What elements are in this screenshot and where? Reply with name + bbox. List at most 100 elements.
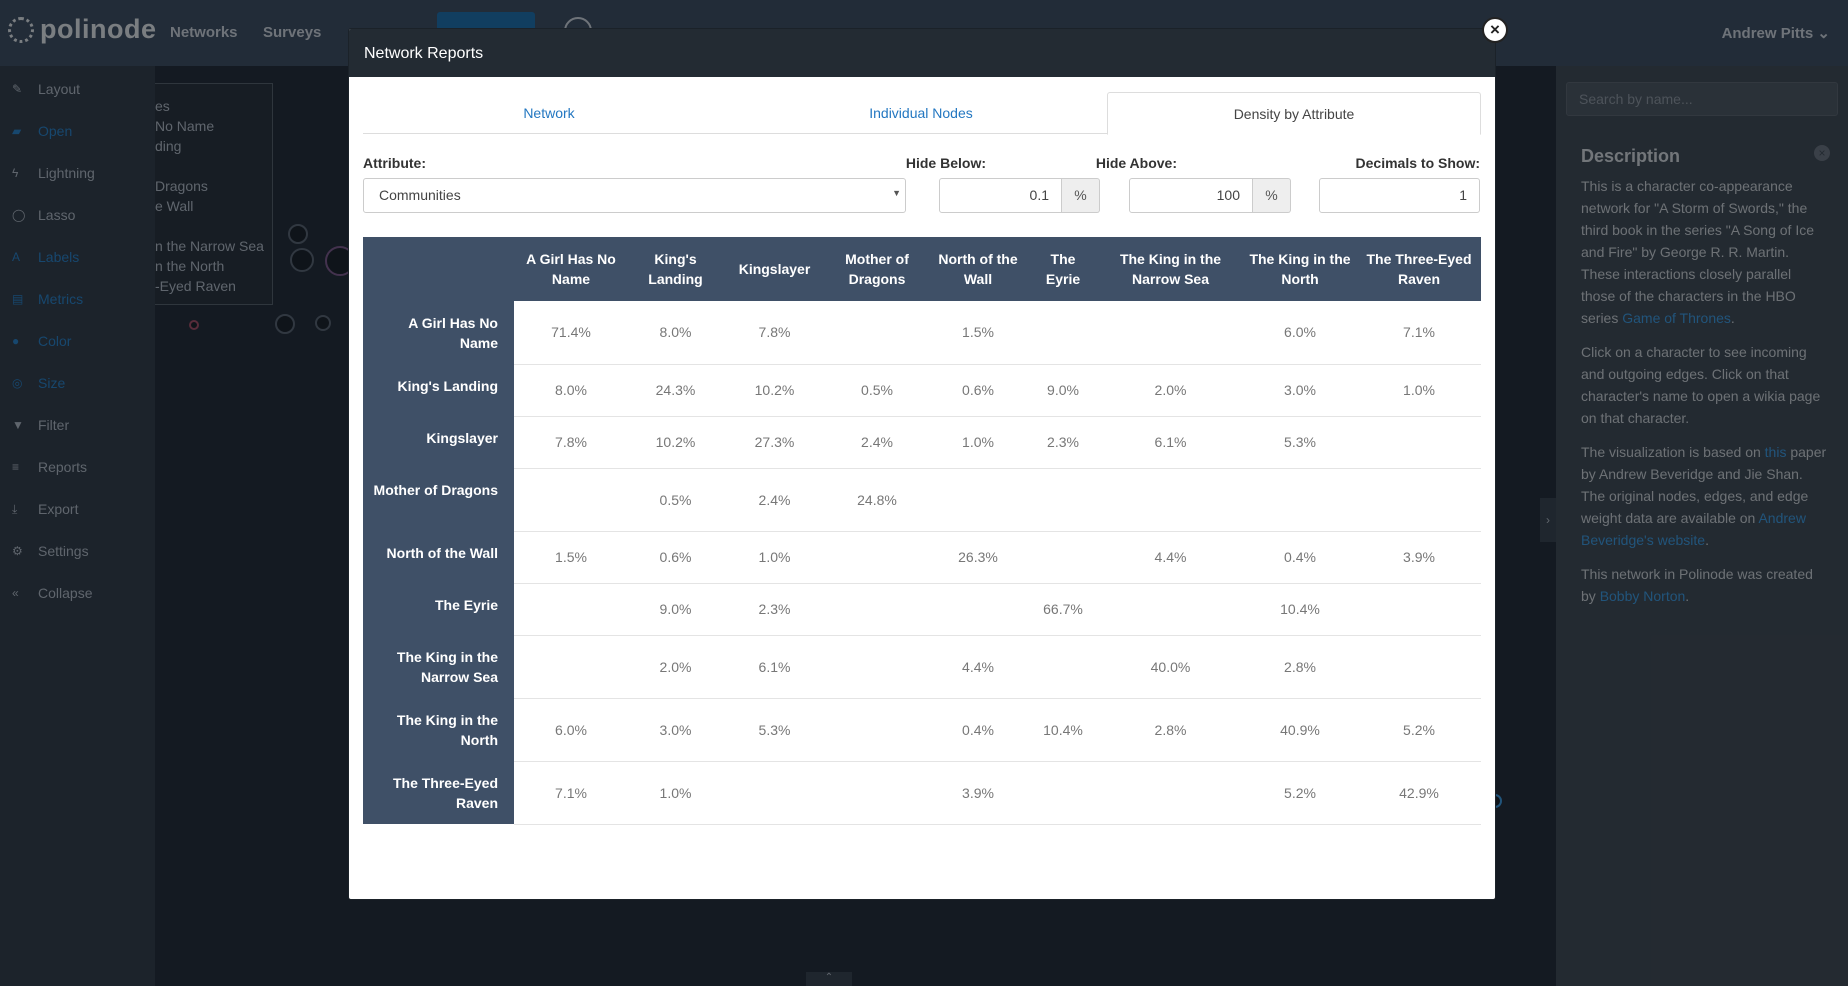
density-cell: 5.3% [1243,416,1357,469]
sidebar-item-lasso[interactable]: ◯ Lasso [0,194,155,236]
tab-density-by-attribute[interactable]: Density by Attribute [1107,92,1481,135]
user-menu[interactable]: Andrew Pitts ⌄ [1722,24,1830,42]
legend-item: ding [155,138,182,154]
hide-below-input[interactable]: 0.1 [939,178,1062,213]
density-cell: 27.3% [723,416,826,469]
density-cell: 2.3% [723,583,826,636]
row-header: Kingslayer [363,416,514,468]
density-cell [514,468,628,532]
density-cell: 7.1% [1357,301,1481,365]
sidebar-item-label: Reports [38,459,88,475]
density-cell: 2.8% [1243,635,1357,699]
description-text: . [1685,588,1690,604]
density-cell: 66.7% [1028,583,1098,636]
density-cell [1098,583,1243,636]
sidebar-item-label: Open [38,123,73,139]
search-input[interactable]: Search by name... [1566,82,1838,116]
density-cell: 24.3% [628,364,723,417]
network-node[interactable] [275,314,295,334]
sidebar-item-reports[interactable]: ≡ Reports [0,446,155,488]
game-of-thrones-link[interactable]: Game of Thrones [1622,310,1731,326]
density-cell [1098,301,1243,365]
description-text: . [1730,310,1735,326]
network-node[interactable] [189,320,199,330]
density-cell: 0.4% [1243,531,1357,584]
sidebar-item-label: Collapse [38,585,93,601]
caret-down-icon: ▼ [892,188,901,198]
polinode-logo[interactable]: polinode [8,14,156,45]
column-header: The King in the North [1243,237,1357,301]
sidebar-item-label: Settings [38,543,89,559]
description-text: The visualization is based on [1581,444,1765,460]
density-cell: 5.2% [1357,698,1481,762]
expand-panel-icon[interactable]: › [1540,498,1556,542]
density-cell: 3.9% [1357,531,1481,584]
sidebar-item-settings[interactable]: ⚙ Settings [0,530,155,572]
wand-icon: ✎ [12,82,23,96]
sidebar-item-color[interactable]: ● Color [0,320,155,362]
sidebar-item-size[interactable]: ◎ Size [0,362,155,404]
modal-title: Network Reports [349,29,1495,77]
table-row: Mother of Dragons 0.5% 2.4% 24.8% [363,468,1481,532]
filter-icon: ▼ [12,418,24,432]
sidebar-item-collapse[interactable]: « Collapse [0,572,155,614]
density-cell [1028,761,1098,825]
column-header: The Eyrie [1028,237,1098,301]
double-chevron-left-icon: « [12,586,19,600]
row-header: The King in the North [363,698,514,761]
density-cell [1357,635,1481,699]
decimals-input[interactable]: 1 [1319,178,1480,213]
density-cell: 0.5% [826,364,928,417]
sidebar-item-label: Filter [38,417,70,433]
column-header: King's Landing [628,237,723,301]
density-cell: 3.0% [628,698,723,762]
sidebar-item-layout[interactable]: ✎ Layout [0,68,155,110]
density-cell [723,761,826,825]
density-cell [1357,583,1481,636]
tab-network[interactable]: Network [523,105,575,121]
logo-text: polinode [40,14,157,44]
network-node[interactable] [315,315,331,331]
community-legend: es No Name ding Dragons e Wall n the Narrow S… [155,83,273,305]
legend-item: es [155,98,170,114]
column-header: Mother of Dragons [826,237,928,301]
density-cell [1028,301,1098,365]
sidebar-item-labels[interactable]: A Labels [0,236,155,278]
attribute-select[interactable]: Communities ▼ [363,178,906,213]
density-cell [514,635,628,699]
sidebar-item-metrics[interactable]: ▤ Metrics [0,278,155,320]
network-node[interactable] [288,224,308,244]
beveridge-website-link[interactable]: Andrew Beveridge's website [1581,510,1806,548]
network-node[interactable] [290,248,314,272]
clipboard-icon: ▤ [12,292,24,306]
paper-link[interactable]: this [1764,444,1787,460]
gear-icon: ⚙ [12,544,23,558]
density-cell [826,761,928,825]
close-description-icon[interactable]: × [1814,145,1830,161]
attribute-select-value: Communities [379,187,461,203]
density-cell [1028,531,1098,584]
sidebar-item-filter[interactable]: ▼ Filter [0,404,155,446]
tab-individual-nodes[interactable]: Individual Nodes [869,105,973,121]
description-text: . [1705,532,1709,548]
density-cell: 9.0% [628,583,723,636]
lasso-icon: ◯ [12,208,26,222]
row-header: A Girl Has No Name [363,301,514,364]
download-icon: ⤓ [12,501,18,516]
chevron-up-icon[interactable]: ⌃ [806,972,852,986]
sidebar-item-lightning[interactable]: ϟ Lightning [0,152,155,194]
decimals-label: Decimals to Show: [1355,155,1480,171]
close-modal-icon[interactable]: × [1482,17,1508,43]
nav-surveys[interactable]: Surveys [263,24,322,41]
density-cell [1098,761,1243,825]
hide-above-input[interactable]: 100 [1129,178,1253,213]
sidebar-item-export[interactable]: ⤓ Export [0,488,155,530]
nav-networks[interactable]: Networks [170,24,238,41]
density-cell: 6.0% [1243,301,1357,365]
sidebar-item-open[interactable]: ▰ Open [0,110,155,152]
density-cell: 6.1% [1098,416,1243,469]
bobby-norton-link[interactable]: Bobby Norton [1599,588,1686,604]
font-icon: A [12,250,21,264]
drop-icon: ● [12,334,20,348]
sidebar-item-label: Labels [38,249,80,265]
